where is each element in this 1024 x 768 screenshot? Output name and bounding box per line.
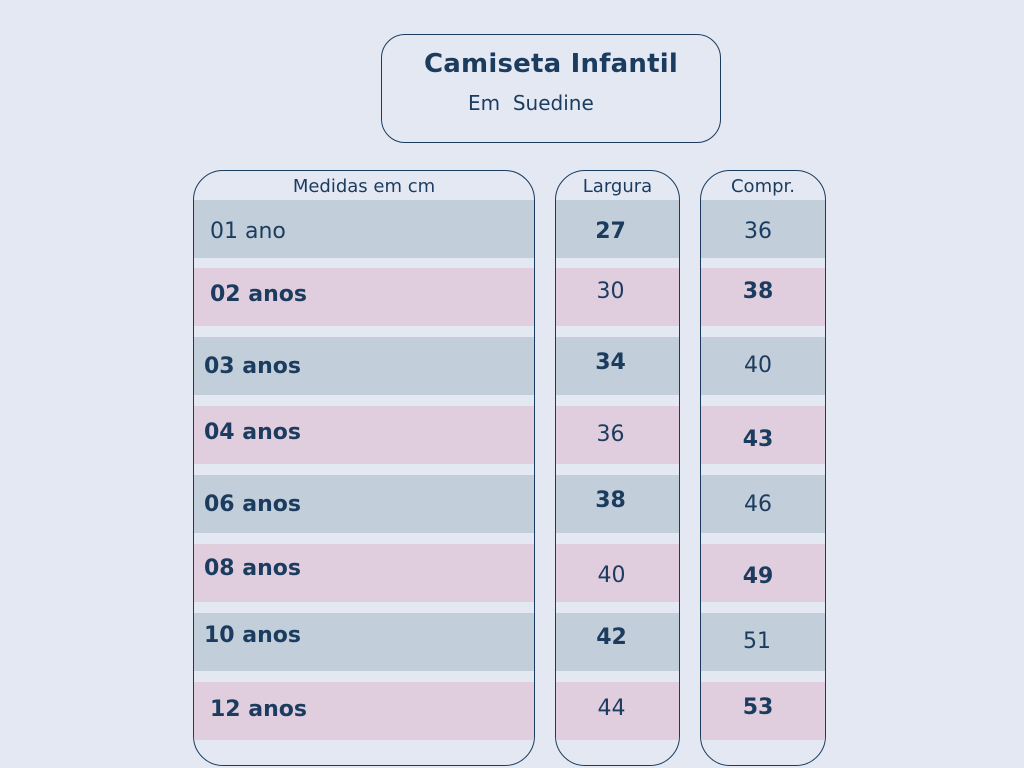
table-row: 01 ano bbox=[194, 200, 534, 258]
table-row: 30 bbox=[556, 268, 679, 326]
width-column-header: Largura bbox=[582, 176, 653, 197]
width-column: Largura 27 30 34 36 38 40 42 44 bbox=[555, 170, 680, 766]
length-value: 43 bbox=[742, 426, 774, 452]
table-row: 49 bbox=[701, 544, 825, 602]
table-row: 44 bbox=[556, 682, 679, 740]
length-column: Compr. 36 38 40 43 46 49 51 53 bbox=[700, 170, 826, 766]
width-value: 38 bbox=[595, 487, 626, 513]
width-value: 30 bbox=[596, 278, 625, 304]
product-title: Camiseta Infantil bbox=[424, 49, 678, 79]
size-label: 04 anos bbox=[204, 419, 301, 445]
table-row: 36 bbox=[701, 200, 825, 258]
table-row: 02 anos bbox=[194, 268, 534, 326]
table-row: 03 anos bbox=[194, 337, 534, 395]
table-row: 38 bbox=[701, 268, 825, 326]
width-value: 42 bbox=[596, 624, 627, 650]
size-column-header: Medidas em cm bbox=[292, 176, 436, 197]
table-row: 27 bbox=[556, 200, 679, 258]
length-value: 49 bbox=[742, 563, 774, 589]
length-value: 38 bbox=[742, 278, 774, 304]
table-row: 40 bbox=[701, 337, 825, 395]
table-row: 08 anos bbox=[194, 544, 534, 602]
size-label: 02 anos bbox=[210, 281, 307, 307]
length-value: 51 bbox=[743, 628, 771, 654]
size-label: 12 anos bbox=[210, 696, 307, 722]
length-value: 46 bbox=[744, 491, 772, 517]
table-row: 10 anos bbox=[194, 613, 534, 671]
size-label: 06 anos bbox=[204, 491, 301, 517]
table-row: 40 bbox=[556, 544, 679, 602]
length-value: 40 bbox=[744, 352, 772, 378]
product-subtitle: Em Suedine bbox=[468, 91, 594, 115]
table-row: 34 bbox=[556, 337, 679, 395]
width-value: 36 bbox=[596, 421, 625, 447]
table-row: 04 anos bbox=[194, 406, 534, 464]
width-value: 40 bbox=[597, 562, 626, 588]
table-row: 53 bbox=[701, 682, 825, 740]
table-row: 06 anos bbox=[194, 475, 534, 533]
title-card: Camiseta Infantil Em Suedine bbox=[381, 34, 721, 143]
table-row: 36 bbox=[556, 406, 679, 464]
width-value: 34 bbox=[595, 349, 626, 375]
table-row: 42 bbox=[556, 613, 679, 671]
width-value: 44 bbox=[597, 695, 626, 721]
length-value: 36 bbox=[744, 218, 772, 244]
table-row: 51 bbox=[701, 613, 825, 671]
table-row: 12 anos bbox=[194, 682, 534, 740]
size-column: Medidas em cm 01 ano 02 anos 03 anos 04 … bbox=[193, 170, 535, 766]
table-row: 38 bbox=[556, 475, 679, 533]
width-value: 27 bbox=[595, 218, 626, 244]
size-label: 03 anos bbox=[204, 353, 301, 379]
size-label: 10 anos bbox=[204, 622, 301, 648]
length-column-header: Compr. bbox=[730, 176, 795, 197]
size-label: 08 anos bbox=[204, 555, 301, 581]
table-row: 43 bbox=[701, 406, 825, 464]
table-row: 46 bbox=[701, 475, 825, 533]
length-value: 53 bbox=[742, 694, 774, 720]
size-label: 01 ano bbox=[210, 218, 286, 244]
